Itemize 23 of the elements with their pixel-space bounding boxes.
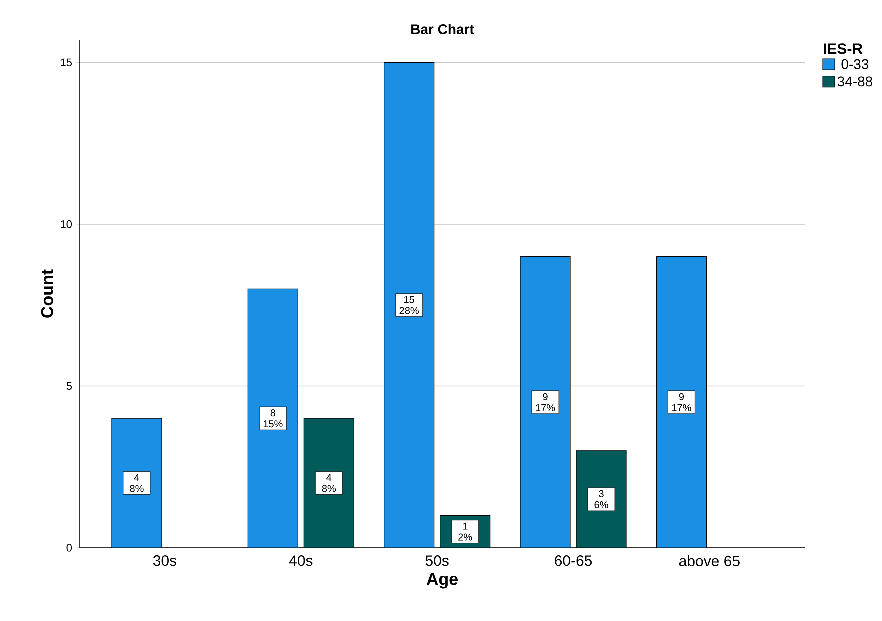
y-tick-label: 10 xyxy=(61,220,72,228)
x-tick-label: 50s xyxy=(426,556,449,566)
data-label: 3 6% xyxy=(594,490,608,508)
data-label: 1 2% xyxy=(458,522,472,541)
data-label: 9 17% xyxy=(672,393,692,412)
data-label: 8 15% xyxy=(264,410,283,428)
chart-title: Bar Chart xyxy=(412,24,474,34)
y-tick-label: 15 xyxy=(61,58,72,66)
y-axis-title: Count xyxy=(41,270,54,318)
legend-label: 0-33 xyxy=(842,59,869,70)
x-tick-label: 60-65 xyxy=(555,556,592,566)
data-label: 4 8% xyxy=(130,474,144,492)
x-tick-label: 30s xyxy=(153,556,177,566)
x-tick-label: above 65 xyxy=(679,556,740,567)
y-tick-label: 5 xyxy=(66,382,72,390)
x-tick-label: 40s xyxy=(289,556,313,566)
legend-title: IES-R xyxy=(824,44,863,54)
data-label: 15 28% xyxy=(400,296,419,314)
data-label: 9 17% xyxy=(536,393,556,412)
y-tick-label: 0 xyxy=(66,544,72,552)
legend-label: 34-88 xyxy=(838,76,873,87)
data-label: 4 8% xyxy=(322,474,336,492)
x-axis-title: Age xyxy=(426,573,458,589)
